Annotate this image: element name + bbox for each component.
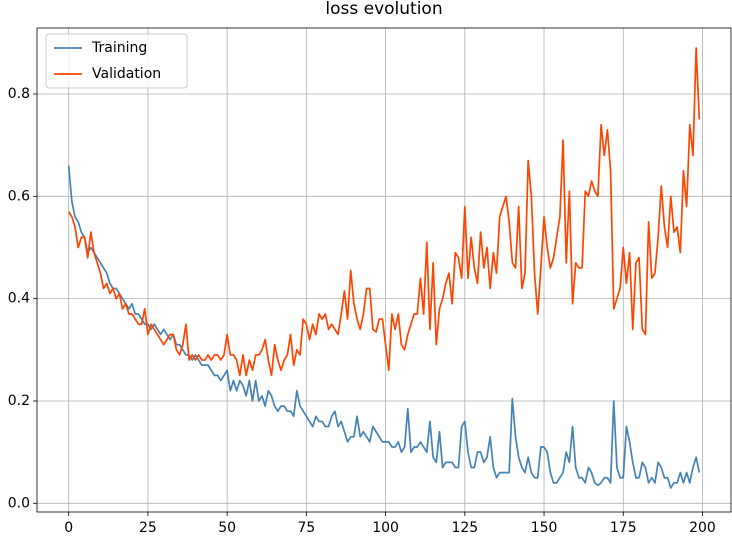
legend-label: Training [91, 40, 147, 56]
x-tick-label: 25 [139, 520, 157, 536]
plot-frame [36, 27, 732, 513]
x-tick-label: 0 [64, 520, 73, 536]
x-tick-label: 50 [218, 520, 236, 536]
y-tick-label: 0.0 [8, 495, 30, 511]
y-tick-label: 0.2 [8, 393, 30, 409]
y-tick-label: 0.8 [8, 86, 30, 102]
chart-title: loss evolution [325, 0, 442, 19]
y-tick-label: 0.4 [8, 291, 30, 307]
x-tick-label: 100 [372, 520, 399, 536]
x-tick-label: 200 [689, 520, 716, 536]
x-tick-label: 125 [451, 520, 478, 536]
y-tick-label: 0.6 [8, 188, 30, 204]
x-tick-label: 150 [531, 520, 558, 536]
legend: Training Validation [45, 33, 188, 89]
x-tick-label: 75 [297, 520, 315, 536]
legend-label: Validation [92, 66, 161, 82]
line-series [67, 47, 701, 377]
x-tick-label: 175 [610, 520, 637, 536]
